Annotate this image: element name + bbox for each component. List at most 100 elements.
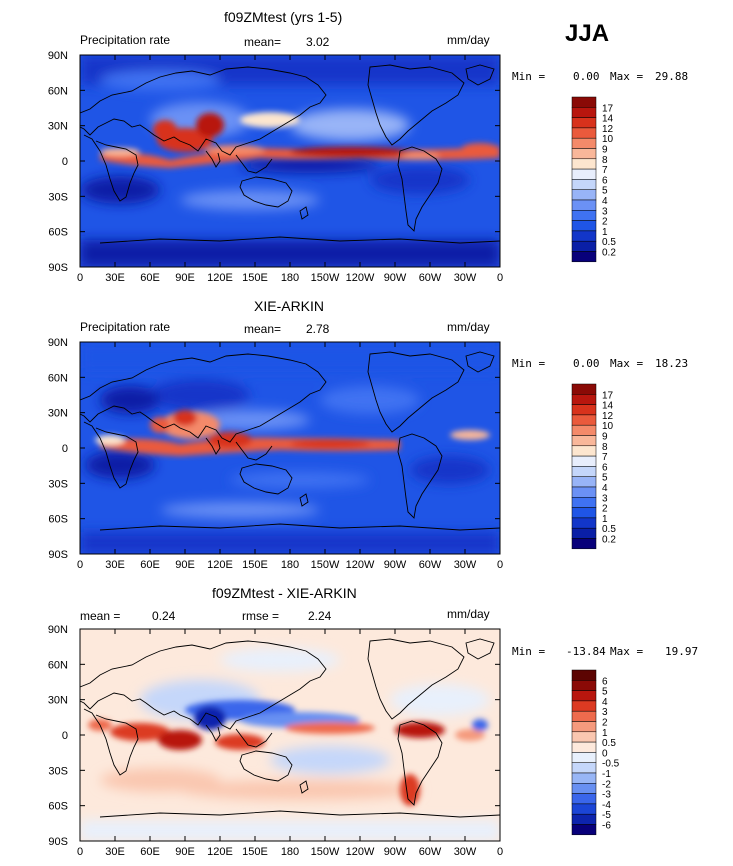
lon-label: 180 bbox=[281, 559, 299, 571]
colorbar-box bbox=[571, 230, 597, 242]
panel2-min-label: Min = bbox=[512, 357, 546, 370]
lon-label: 0 bbox=[497, 846, 503, 858]
lat-label: 60N bbox=[48, 85, 68, 97]
colorbar-box bbox=[571, 680, 597, 691]
colorbar-label: 1 bbox=[602, 227, 608, 238]
lat-label: 30S bbox=[48, 191, 68, 203]
lat-label: 60N bbox=[48, 659, 68, 671]
colorbar-box bbox=[571, 772, 597, 784]
lat-label: 90S bbox=[48, 836, 68, 848]
colorbar-box bbox=[571, 669, 597, 681]
colorbar-box bbox=[571, 168, 597, 180]
colorbar-label: 6 bbox=[602, 175, 608, 186]
colorbar-box bbox=[571, 803, 597, 815]
colorbar-label: 14 bbox=[602, 401, 614, 412]
colorbar-label: 1 bbox=[602, 728, 608, 739]
panel1-mean-label: mean= bbox=[244, 35, 282, 49]
colorbar-box bbox=[571, 117, 597, 129]
colorbar-label: 3 bbox=[602, 493, 608, 504]
panel2-variable-label: Precipitation rate bbox=[80, 320, 171, 334]
colorbar-label: 2 bbox=[602, 718, 608, 729]
lon-label: 60W bbox=[419, 272, 442, 284]
lon-label: 60W bbox=[419, 846, 442, 858]
lat-label: 90N bbox=[48, 337, 68, 349]
colorbar-box bbox=[571, 210, 597, 221]
lon-label: 30E bbox=[105, 846, 125, 858]
colorbar-label: 8 bbox=[602, 155, 608, 166]
colorbar-box bbox=[571, 435, 597, 447]
lat-label: 0 bbox=[62, 156, 68, 168]
colorbar-box bbox=[571, 486, 597, 498]
lon-label: 60E bbox=[140, 846, 160, 858]
colorbar-box bbox=[571, 404, 597, 416]
lon-label: 150W bbox=[311, 846, 340, 858]
lon-label: 60W bbox=[419, 559, 442, 571]
colorbar-box bbox=[571, 107, 597, 118]
panel3-max-label: Max = bbox=[610, 645, 644, 658]
panel2-title: XIE-ARKIN bbox=[254, 298, 325, 314]
colorbar-box bbox=[571, 690, 597, 702]
lat-label: 60S bbox=[48, 514, 68, 526]
colorbar-box bbox=[571, 179, 597, 190]
colorbar-label: 4 bbox=[602, 196, 608, 207]
colorbar-box bbox=[571, 394, 597, 405]
colorbar-label: 9 bbox=[602, 145, 608, 156]
lon-label: 180 bbox=[281, 846, 299, 858]
panel1-units: mm/day bbox=[447, 33, 490, 47]
colorbar-label: 0 bbox=[602, 748, 608, 759]
lat-label: 0 bbox=[62, 443, 68, 455]
colorbar-box bbox=[571, 414, 597, 426]
colorbar-label: 6 bbox=[602, 676, 608, 687]
panel3-rmse-label: rmse = bbox=[242, 609, 280, 623]
lon-label: 90W bbox=[384, 846, 407, 858]
colorbar-box bbox=[571, 137, 597, 149]
lon-label: 0 bbox=[77, 559, 83, 571]
colorbar-label: 5 bbox=[602, 473, 608, 484]
panel2-mean-label: mean= bbox=[244, 322, 282, 336]
colorbar-box bbox=[571, 710, 597, 722]
lat-label: 90N bbox=[48, 624, 68, 636]
colorbar-label: 2 bbox=[602, 217, 608, 228]
panel1-title: f09ZMtest (yrs 1-5) bbox=[224, 9, 343, 25]
colorbar-box bbox=[571, 127, 597, 139]
colorbar-label: 0.5 bbox=[602, 738, 616, 749]
colorbar-label: 5 bbox=[602, 186, 608, 197]
panel3-title: f09ZMtest - XIE-ARKIN bbox=[212, 585, 357, 601]
lon-label: 150E bbox=[242, 272, 268, 284]
colorbar-label: 5 bbox=[602, 687, 608, 698]
lat-label: 90N bbox=[48, 50, 68, 62]
panel2-min-value: 0.00 bbox=[573, 357, 600, 370]
lon-label: 120W bbox=[346, 846, 375, 858]
lon-label: 150E bbox=[242, 846, 268, 858]
lon-label: 30W bbox=[454, 559, 477, 571]
colorbar-box bbox=[571, 96, 597, 108]
colorbar-label: 17 bbox=[602, 103, 614, 114]
colorbar-box bbox=[571, 793, 597, 805]
colorbar-label: 7 bbox=[602, 165, 608, 176]
colorbar-label: -3 bbox=[602, 790, 611, 801]
colorbar-box bbox=[571, 220, 597, 232]
lon-label: 180 bbox=[281, 272, 299, 284]
panel2-max-value: 18.23 bbox=[655, 357, 689, 370]
colorbar-box bbox=[571, 507, 597, 519]
lon-label: 60E bbox=[140, 559, 160, 571]
lon-label: 0 bbox=[77, 846, 83, 858]
colorbar-box bbox=[571, 741, 597, 753]
colorbar-label: 6 bbox=[602, 462, 608, 473]
colorbar-label: 3 bbox=[602, 707, 608, 718]
lat-label: 60S bbox=[48, 227, 68, 239]
panel3-rmse-value: 2.24 bbox=[308, 609, 332, 623]
colorbar-box bbox=[571, 497, 597, 508]
lon-label: 30E bbox=[105, 272, 125, 284]
colorbar-label: 4 bbox=[602, 697, 608, 708]
lat-label: 90S bbox=[48, 549, 68, 561]
lon-label: 120E bbox=[207, 846, 233, 858]
colorbar-label: -4 bbox=[602, 800, 611, 811]
colorbar-box bbox=[571, 824, 597, 836]
panel1-max-label: Max = bbox=[610, 70, 644, 83]
colorbars-group: 171412109876543210.50.217141210987654321… bbox=[571, 96, 620, 836]
panel2-map bbox=[80, 342, 500, 554]
lon-label: 0 bbox=[497, 272, 503, 284]
colorbar-box bbox=[571, 424, 597, 436]
colorbar-box bbox=[571, 251, 597, 263]
